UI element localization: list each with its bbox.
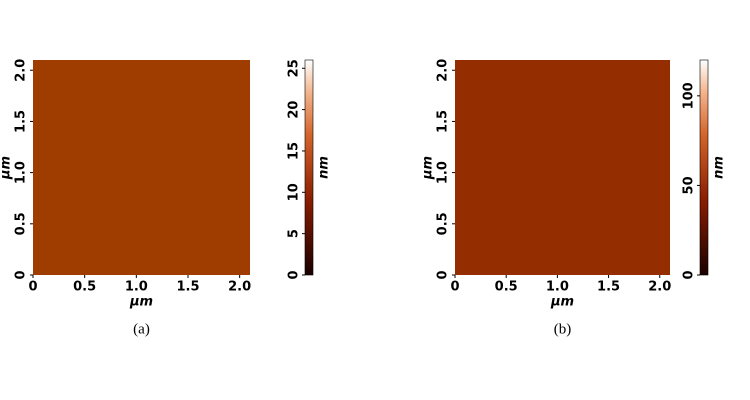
- x-tick-label: 2.0: [648, 280, 671, 295]
- x-tick-label: 1.5: [176, 280, 199, 295]
- x-tick-label: 0: [450, 280, 459, 295]
- colorbar: [699, 59, 709, 276]
- x-tick-label: 0: [28, 280, 37, 295]
- x-tick-label: 1.0: [546, 280, 569, 295]
- x-axis-label: μm: [550, 295, 574, 310]
- y-tick-label: 1.0: [436, 161, 451, 184]
- afm-image: [455, 60, 670, 275]
- colorbar: [304, 59, 314, 276]
- x-tick-label: 0.5: [495, 280, 518, 295]
- y-tick-label: 0.5: [14, 212, 29, 235]
- y-tick-label: 2.0: [14, 59, 29, 82]
- colorbar-tick-label: 20: [287, 101, 302, 119]
- y-tick-label: 1.0: [14, 161, 29, 184]
- y-tick-label: 0: [14, 270, 29, 279]
- x-axis-label: μm: [129, 295, 153, 310]
- y-tick-label: 2.0: [436, 59, 451, 82]
- colorbar-label: nm: [712, 156, 727, 179]
- y-tick-label: 0.5: [436, 212, 451, 235]
- caption: (a): [133, 321, 150, 337]
- y-tick-label: 1.5: [436, 110, 451, 133]
- x-tick-label: 1.0: [125, 280, 148, 295]
- colorbar-label: nm: [317, 156, 332, 179]
- caption: (b): [554, 321, 572, 337]
- y-tick-label: 0: [436, 270, 451, 279]
- colorbar-tick-label: 100: [682, 82, 697, 109]
- x-tick-label: 2.0: [228, 280, 251, 295]
- x-tick-label: 1.5: [597, 280, 620, 295]
- x-tick-label: 0.5: [73, 280, 96, 295]
- colorbar-tick-label: 25: [287, 59, 302, 77]
- y-axis-label: μm: [0, 156, 14, 180]
- colorbar-tick-label: 0: [682, 270, 697, 279]
- y-axis-label: μm: [421, 156, 436, 180]
- colorbar-tick-label: 0: [287, 270, 302, 279]
- y-tick-label: 1.5: [14, 110, 29, 133]
- colorbar-tick-label: 10: [287, 183, 302, 201]
- afm-image: [33, 60, 250, 275]
- colorbar-tick-label: 50: [682, 176, 697, 194]
- colorbar-tick-label: 15: [287, 142, 302, 160]
- colorbar-tick-label: 5: [287, 229, 302, 238]
